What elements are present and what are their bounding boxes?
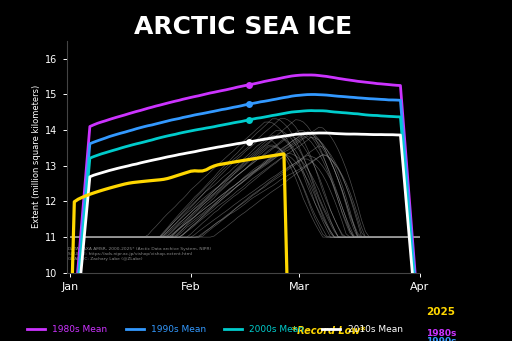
Legend: 1980s Mean, 1990s Mean, 2000s Mean, 2010s Mean: 1980s Mean, 1990s Mean, 2000s Mean, 2010… [24,322,407,338]
Text: 1980s: 1980s [425,329,456,338]
Title: ARCTIC SEA ICE: ARCTIC SEA ICE [134,15,352,39]
Text: DATA: JAXA AMSR, 2000-2025* (Arctic Data archive System, NIPR)
SOURCE: https://a: DATA: JAXA AMSR, 2000-2025* (Arctic Data… [68,248,211,261]
Y-axis label: Extent (million square kilometers): Extent (million square kilometers) [32,85,41,228]
Text: *Record Low*: *Record Low* [292,326,365,336]
Text: 2025: 2025 [425,307,455,317]
Text: 1990s: 1990s [425,337,456,341]
